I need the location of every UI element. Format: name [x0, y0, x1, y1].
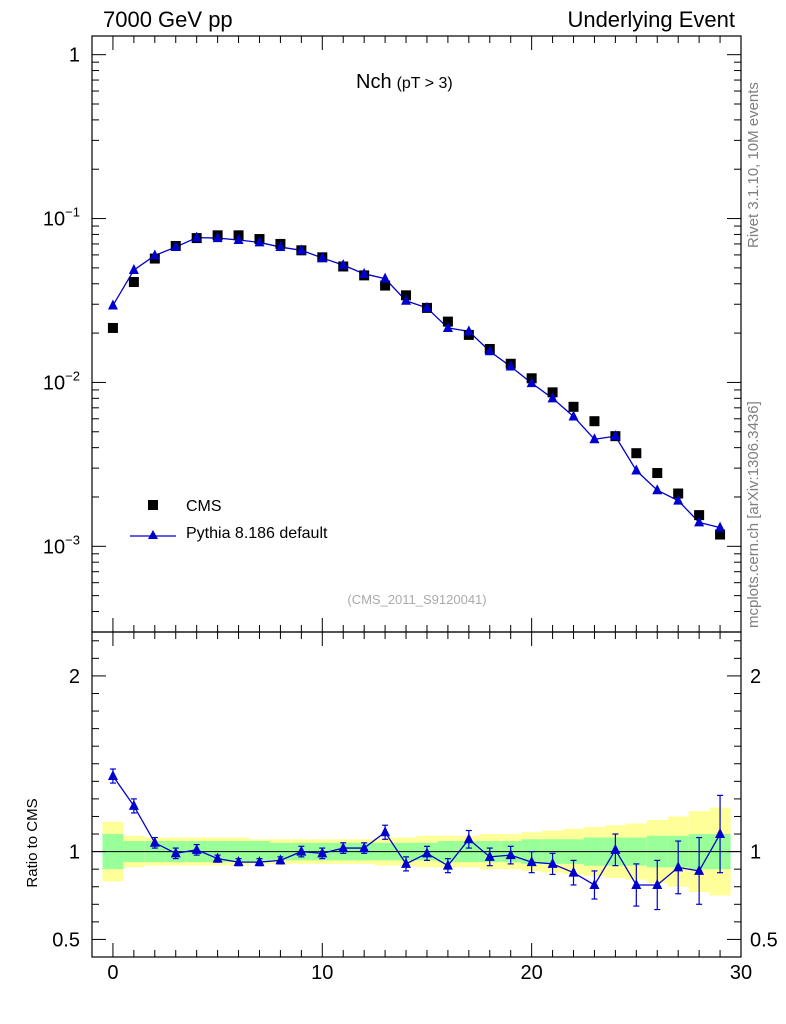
ratio-point [128, 799, 139, 810]
ratio-point [233, 856, 244, 867]
cms-point [631, 448, 642, 459]
pythia-point [715, 521, 726, 532]
ratio-point [191, 843, 202, 854]
cms-point [694, 510, 705, 521]
pythia-point [589, 433, 600, 444]
main-y-tick-label: 1 [69, 45, 80, 67]
pythia-point [421, 301, 432, 312]
x-tick-label: 20 [521, 962, 543, 984]
pythia-point [170, 241, 181, 252]
pythia-point [463, 325, 474, 336]
ratio-frame [91, 631, 742, 958]
ratio-point [547, 857, 558, 868]
pythia-point [359, 267, 370, 278]
main-frame [91, 35, 742, 633]
pythia-point [149, 249, 160, 260]
chart-title: Nch (pT > 3) [356, 71, 453, 93]
ratio-point [401, 857, 412, 868]
ratio-point [170, 847, 181, 858]
ratio-ylabel: Ratio to CMS [24, 798, 41, 887]
main-y-tick-label: 10−2 [43, 368, 80, 394]
ratio-y-tick-label-right: 1 [750, 842, 761, 864]
ratio-point [610, 843, 621, 854]
pythia-point [547, 392, 558, 403]
pythia-point [442, 321, 453, 332]
ratio-point [296, 845, 307, 856]
cms-point [589, 416, 600, 427]
cms-point [652, 468, 663, 479]
pythia-point [191, 231, 202, 242]
pythia-point [673, 494, 684, 505]
cms-point [107, 322, 118, 333]
x-tick-label: 10 [311, 962, 333, 984]
pythia-point [317, 251, 328, 262]
ratio-point [359, 842, 370, 853]
ratio-point [484, 850, 495, 861]
pythia-point [128, 264, 139, 275]
legend-cms-label: CMS [186, 498, 222, 515]
x-tick-label: 0 [107, 962, 118, 984]
main-y-tick-label: 10−1 [43, 205, 80, 231]
ratio-point [149, 836, 160, 847]
ratio-line [112, 775, 721, 886]
header-right: Underlying Event [567, 7, 735, 32]
ratio-point [442, 859, 453, 870]
ratio-point [107, 770, 118, 781]
ratio-point [212, 852, 223, 863]
ratio-point [317, 847, 328, 858]
pythia-point [212, 232, 223, 243]
x-tick-label: 30 [730, 962, 752, 984]
pythia-line [112, 236, 721, 529]
pythia-point [631, 464, 642, 475]
ratio-point [421, 847, 432, 858]
ratio-point [254, 856, 265, 867]
ratio-y-tick-label-left: 2 [69, 666, 80, 688]
ratio-y-tick-label-left: 0.5 [52, 929, 80, 951]
header-left: 7000 GeV pp [103, 7, 233, 32]
ratio-y-tick-label-left: 1 [69, 842, 80, 864]
ratio-point [526, 856, 537, 867]
ratio-point [505, 849, 516, 860]
ratio-y-tick-label-right: 0.5 [750, 929, 778, 951]
legend-cms-marker [148, 500, 158, 510]
pythia-point [254, 236, 265, 247]
cms-point [673, 488, 684, 499]
ratio-point [715, 828, 726, 839]
cms-point [128, 277, 139, 288]
pythia-point [526, 377, 537, 388]
ratio-point [652, 878, 663, 889]
ratio-point [673, 861, 684, 872]
legend-pythia-label: Pythia 8.186 default [186, 525, 328, 542]
pythia-point [401, 294, 412, 305]
ratio-point [463, 833, 474, 844]
cms-point [715, 529, 726, 540]
pythia-point [484, 345, 495, 356]
pythia-point [107, 299, 118, 310]
ratio-y-tick-label-right: 2 [750, 666, 761, 688]
pythia-point [338, 259, 349, 270]
cms-point [380, 280, 391, 291]
pythia-point [233, 233, 244, 244]
pythia-point [275, 241, 286, 252]
pythia-point [380, 272, 391, 283]
ratio-point [275, 854, 286, 865]
ratio-point [589, 878, 600, 889]
pythia-point [505, 360, 516, 371]
pythia-point [694, 516, 705, 527]
pythia-point [610, 430, 621, 441]
ratio-point [338, 842, 349, 853]
ratio-point [631, 878, 642, 889]
pythia-point [296, 244, 307, 255]
watermark: (CMS_2011_S9120041) [347, 592, 486, 607]
main-y-tick-label: 10−3 [43, 532, 80, 558]
legend-pythia-marker [148, 530, 158, 539]
cms-point [568, 401, 579, 412]
ratio-point [568, 866, 579, 877]
ratio-point [694, 864, 705, 875]
ratio-point [380, 826, 391, 837]
pythia-point [652, 484, 663, 495]
cms-point [442, 316, 453, 327]
pythia-point [568, 410, 579, 421]
